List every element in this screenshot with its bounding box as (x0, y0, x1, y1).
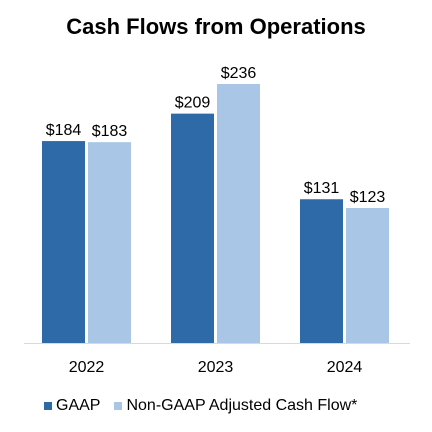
legend-item-gaap: GAAP (44, 397, 100, 415)
data-label-2023-gaap: $209 (175, 95, 211, 112)
bar-2023-non-gaap (217, 84, 260, 343)
bar-2022-gaap (42, 141, 85, 343)
chart-title: Cash Flows from Operations (66, 14, 366, 39)
data-label-2022-non-gaap: $183 (92, 123, 128, 140)
x-tick-label-2022: 2022 (69, 359, 105, 376)
data-label-2022-gaap: $184 (46, 122, 82, 139)
data-label-2024-non-gaap: $123 (350, 189, 386, 206)
x-tick-label-2023: 2023 (198, 359, 234, 376)
legend: GAAP Non-GAAP Adjusted Cash Flow* (44, 396, 371, 416)
legend-item-non-gaap: Non-GAAP Adjusted Cash Flow* (114, 397, 357, 415)
x-tick-label-2024: 2024 (327, 359, 363, 376)
bar-2024-gaap (300, 199, 343, 343)
data-label-2023-non-gaap: $236 (221, 65, 257, 82)
bar-2022-non-gaap (88, 142, 131, 343)
legend-label-non-gaap: Non-GAAP Adjusted Cash Flow* (126, 397, 358, 414)
legend-label-gaap: GAAP (56, 397, 101, 414)
bar-2023-gaap (171, 113, 214, 344)
data-label-2024-gaap: $131 (304, 180, 340, 197)
legend-swatch-gaap (44, 402, 52, 410)
legend-swatch-non-gaap (114, 402, 123, 410)
bar-2024-non-gaap (346, 208, 389, 343)
